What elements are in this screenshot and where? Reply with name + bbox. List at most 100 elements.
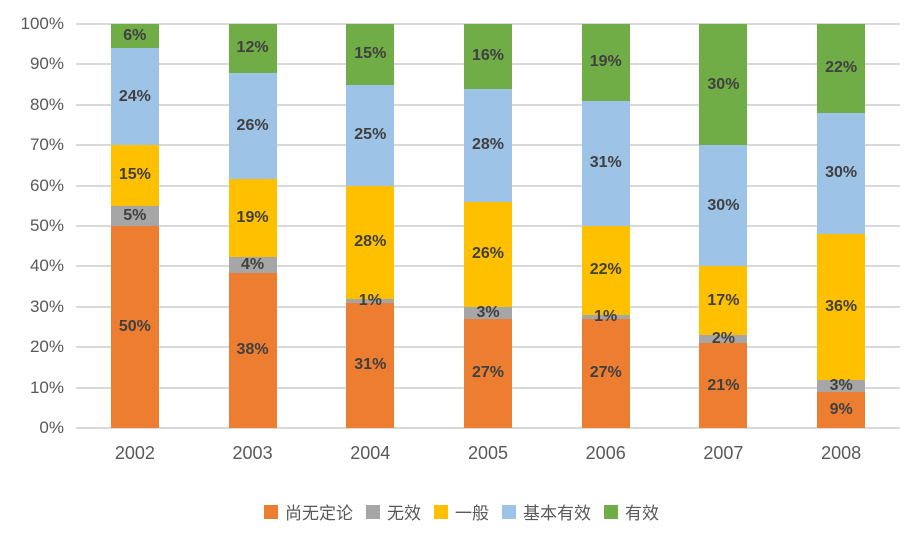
segment-有效-2002: 6% (110, 24, 159, 49)
x-axis-label: 2005 (467, 443, 509, 463)
data-label: 1% (358, 291, 382, 309)
legend: 尚无定论 无效 一般 基本有效 有效 (0, 499, 923, 524)
data-label: 28% (354, 233, 387, 251)
segment-尚无定论-2006: 27% (581, 318, 630, 428)
segment-有效-2005: 16% (464, 24, 512, 89)
segment-无效-2005: 3% (464, 303, 512, 321)
x-axis-label: 2004 (350, 443, 391, 463)
x-axis: 2002 2003 2004 2005 2006 2007 2008 (76, 443, 900, 467)
legend-item-无效: 无效 (366, 499, 421, 524)
segment-基本有效-2003: 26% (228, 72, 277, 180)
bar-2006: 19% 31% 22% 1% 27% (581, 24, 630, 428)
plot-area: 6% 24% 15% 5% 50% 12% 26% 19% 4% 38% 15% 25% 28% 1% 31… (76, 23, 900, 429)
legend-swatch-icon (604, 504, 618, 519)
data-label: 24% (118, 87, 151, 105)
bar-2008: 22% 30% 36% 3% 9% (817, 24, 866, 428)
data-label: 31% (589, 154, 622, 172)
legend-swatch-icon (264, 504, 278, 519)
data-label: 30% (707, 196, 740, 214)
segment-一般-2007: 17% (699, 266, 748, 336)
y-axis-label: 30% (29, 296, 64, 316)
segment-尚无定论-2002: 50% (110, 225, 159, 428)
segment-有效-2007: 30% (699, 24, 748, 146)
data-label: 15% (354, 45, 387, 63)
segment-有效-2003: 12% (228, 24, 277, 73)
y-axis-label: 40% (29, 256, 64, 276)
bar-2002: 6% 24% 15% 5% 50% (110, 24, 159, 428)
legend-item-一般: 一般 (434, 499, 489, 524)
data-label: 9% (829, 400, 853, 418)
data-label: 1% (594, 307, 618, 325)
legend-item-尚无定论: 尚无定论 (264, 499, 353, 524)
segment-一般-2006: 22% (581, 225, 630, 315)
data-label: 25% (354, 126, 387, 144)
y-axis-label: 60% (29, 175, 64, 195)
y-axis-label: 70% (29, 135, 64, 155)
segment-一般-2005: 26% (464, 201, 512, 307)
bar-2003: 12% 26% 19% 4% 38% (228, 24, 277, 428)
data-label: 2% (711, 330, 735, 348)
legend-label: 有效 (625, 504, 659, 523)
data-label: 50% (118, 317, 151, 335)
y-axis-label: 80% (29, 94, 64, 114)
segment-一般-2004: 28% (346, 185, 395, 299)
data-label: 30% (707, 75, 740, 93)
segment-无效-2002: 5% (110, 205, 159, 226)
gridline (76, 427, 900, 429)
x-axis-label: 2006 (585, 443, 626, 463)
bar-2004: 15% 25% 28% 1% 31% (346, 24, 395, 428)
x-axis-label: 2008 (821, 443, 862, 463)
legend-label: 基本有效 (523, 504, 591, 523)
x-axis-label: 2007 (703, 443, 744, 463)
data-label: 27% (589, 364, 622, 382)
segment-基本有效-2008: 30% (817, 112, 866, 235)
y-axis-label: 0% (39, 418, 64, 437)
data-label: 38% (236, 341, 269, 359)
segment-有效-2006: 19% (581, 24, 630, 101)
data-label: 16% (471, 47, 505, 65)
bar-2005: 16% 28% 26% 3% 27% (464, 24, 512, 428)
segment-无效-2007: 2% (699, 330, 748, 347)
segment-无效-2003: 4% (228, 256, 277, 273)
segment-基本有效-2006: 31% (581, 100, 630, 226)
data-label: 28% (471, 136, 505, 154)
y-axis-label: 90% (29, 54, 64, 74)
data-label: 12% (236, 39, 269, 57)
legend-swatch-icon (366, 504, 380, 519)
data-label: 3% (829, 376, 853, 394)
segment-基本有效-2002: 24% (110, 48, 159, 146)
data-label: 36% (825, 297, 858, 315)
segment-尚无定论-2005: 27% (464, 318, 512, 428)
data-label: 30% (825, 164, 858, 182)
data-label: 15% (118, 166, 151, 184)
bar-2007: 30% 30% 17% 2% 21% (699, 24, 748, 428)
segment-基本有效-2007: 30% (699, 145, 748, 267)
x-axis-label: 2003 (232, 443, 273, 463)
y-axis-label: 100% (20, 14, 64, 33)
data-label: 22% (589, 261, 622, 279)
legend-label: 一般 (455, 504, 489, 523)
legend-label: 尚无定论 (285, 504, 353, 523)
data-label: 6% (123, 27, 147, 45)
x-axis-label: 2002 (114, 443, 155, 463)
segment-尚无定论-2007: 21% (699, 343, 748, 428)
segment-尚无定论-2003: 38% (228, 272, 277, 428)
data-label: 19% (589, 53, 622, 71)
y-axis: 0% 10% 20% 30% 40% 50% 60% 70% 80% 90% 100% (0, 14, 64, 437)
data-label: 3% (476, 303, 500, 321)
legend-swatch-icon (502, 504, 516, 519)
segment-无效-2008: 3% (817, 376, 866, 394)
data-label: 31% (354, 356, 387, 374)
data-label: 22% (825, 59, 858, 77)
segment-基本有效-2005: 28% (464, 88, 512, 202)
segment-无效-2004: 1% (346, 292, 395, 309)
segment-一般-2002: 15% (110, 145, 159, 206)
segment-基本有效-2004: 25% (346, 84, 395, 186)
segment-尚无定论-2008: 9% (817, 391, 866, 428)
data-label: 21% (707, 376, 740, 394)
legend-label: 无效 (387, 504, 421, 523)
segment-一般-2003: 19% (228, 179, 277, 257)
y-axis-label: 10% (29, 377, 64, 397)
legend-swatch-icon (434, 504, 448, 519)
